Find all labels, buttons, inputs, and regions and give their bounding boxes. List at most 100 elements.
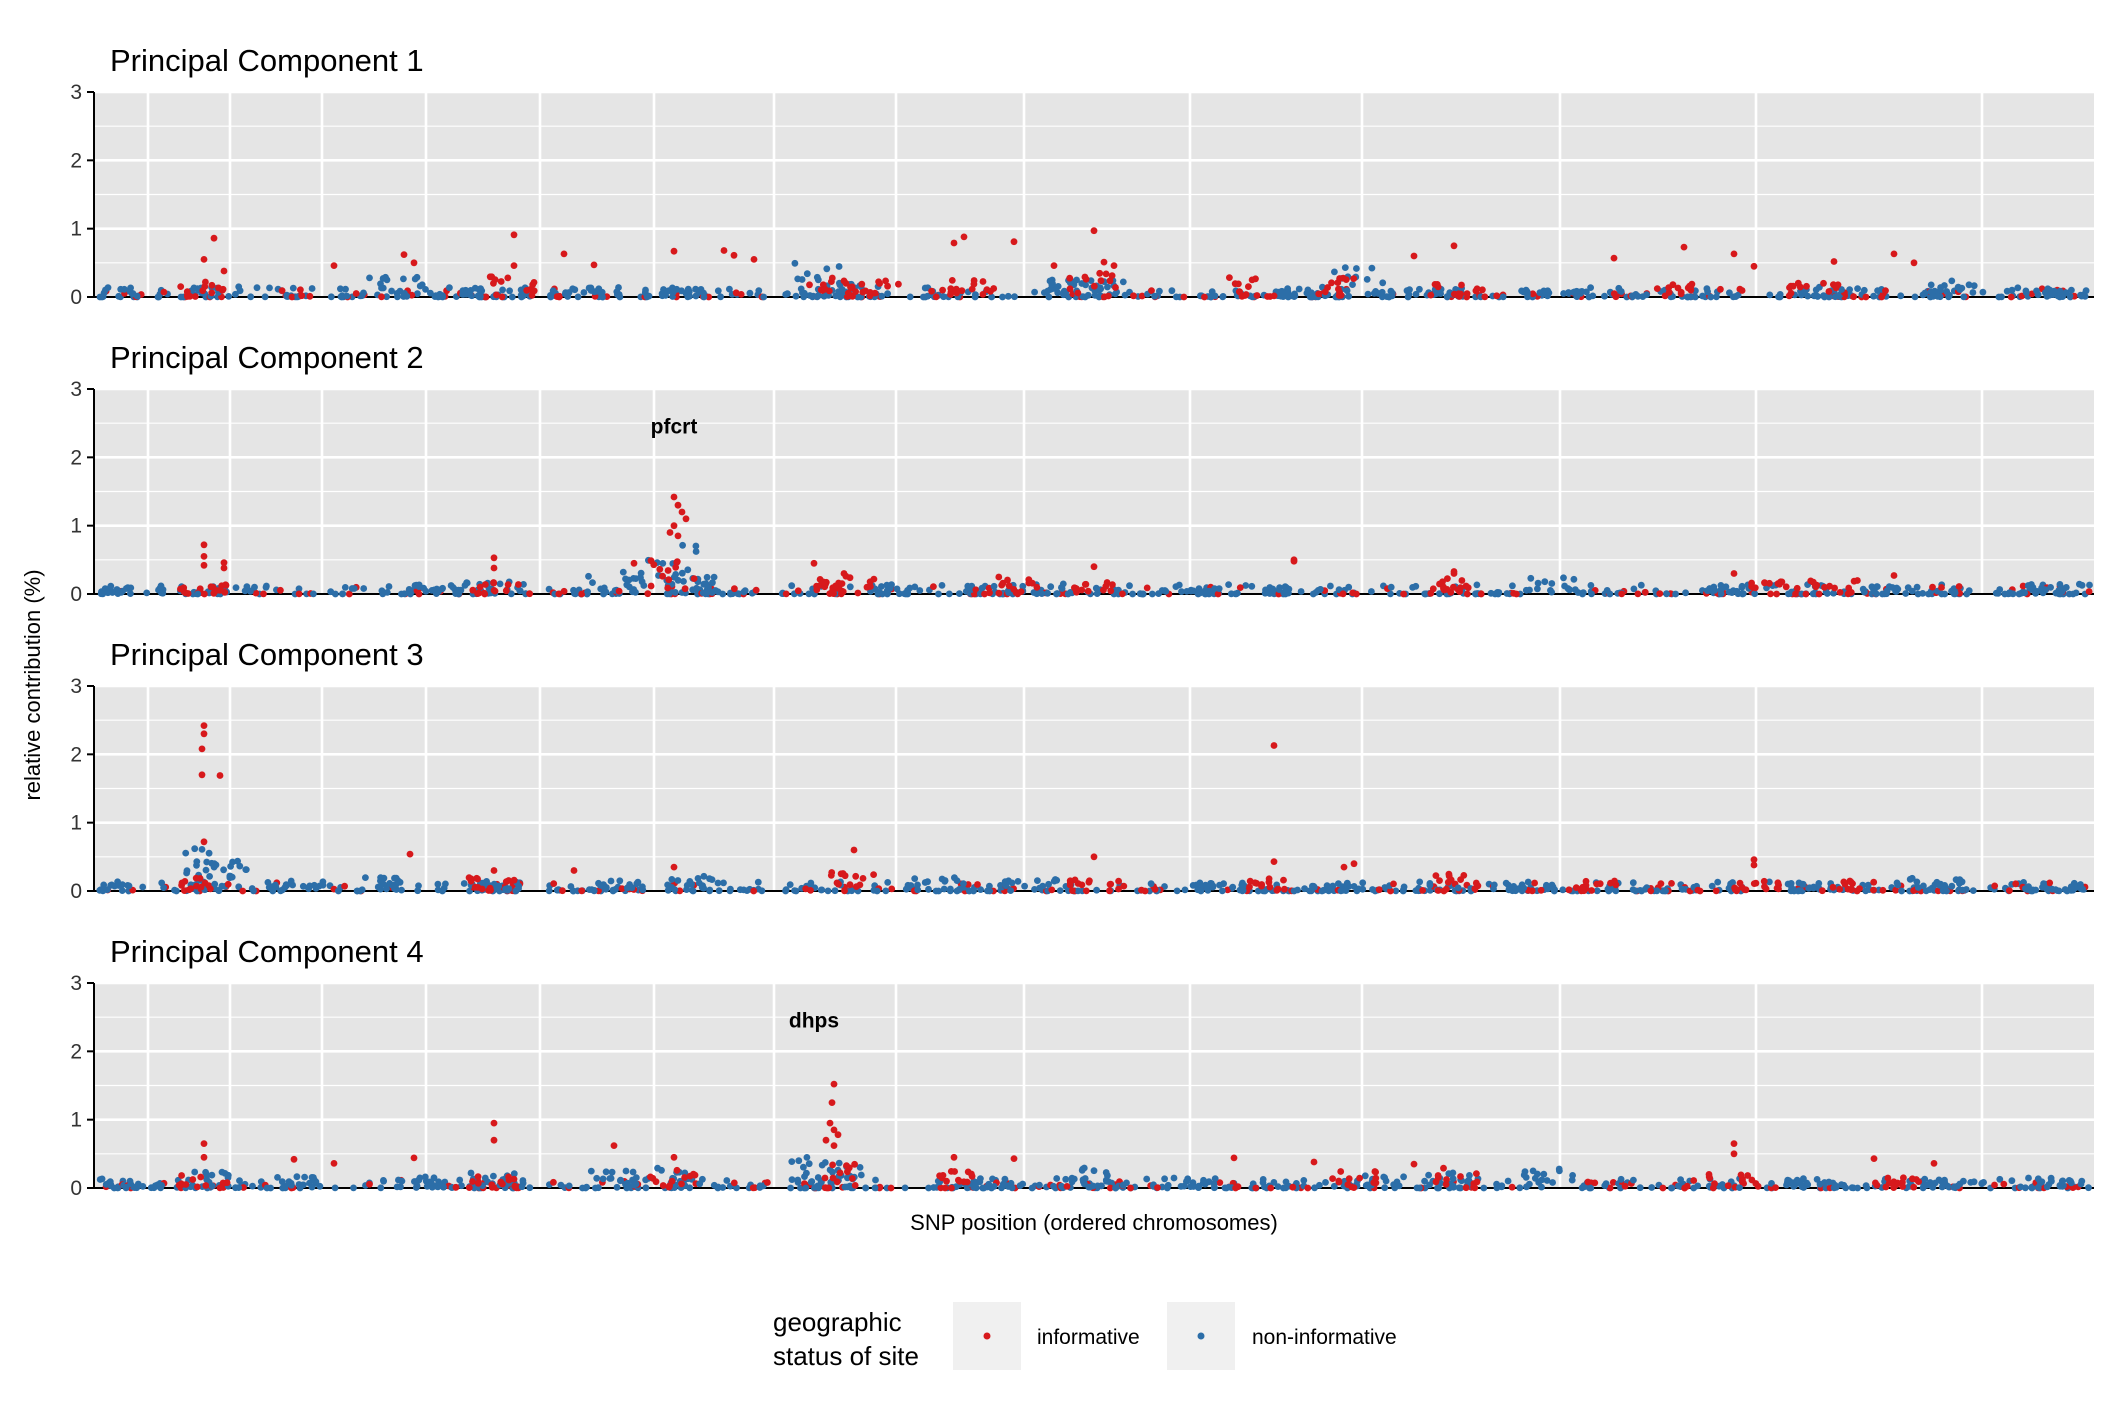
snp-informative xyxy=(1214,590,1222,598)
snp-informative xyxy=(1767,590,1774,598)
snp-non-informative xyxy=(803,1154,811,1161)
snp-non-informative xyxy=(734,590,742,598)
snp-informative xyxy=(1458,281,1465,289)
snp-non-informative xyxy=(924,878,931,886)
snp-informative xyxy=(1235,280,1242,288)
snp-informative xyxy=(1815,590,1823,598)
snp-non-informative xyxy=(1279,293,1287,300)
snp-informative xyxy=(794,587,802,595)
snp-non-informative xyxy=(846,583,854,591)
snp-non-informative xyxy=(405,588,413,596)
snp-non-informative xyxy=(1104,1178,1112,1185)
snp-non-informative xyxy=(1436,590,1443,598)
snp-informative xyxy=(189,1176,197,1183)
snp-informative xyxy=(1078,881,1086,889)
snp-informative xyxy=(1356,1174,1363,1182)
points xyxy=(96,722,2089,895)
snp-non-informative xyxy=(2082,287,2090,295)
snp-non-informative xyxy=(1056,887,1064,894)
snp-informative xyxy=(1350,1184,1358,1191)
snp-non-informative xyxy=(1178,588,1185,595)
snp-non-informative xyxy=(115,292,123,300)
snp-non-informative xyxy=(689,586,697,594)
snp-informative xyxy=(210,234,218,242)
snp-informative xyxy=(823,1184,831,1192)
snp-informative xyxy=(1442,1181,1450,1188)
snp-informative xyxy=(1803,282,1810,290)
snp-informative xyxy=(2085,588,2093,595)
snp-non-informative xyxy=(1465,1176,1473,1184)
snp-informative xyxy=(198,745,206,753)
snp-informative xyxy=(366,1180,373,1188)
snp-non-informative xyxy=(2027,887,2035,895)
snp-informative xyxy=(1180,293,1188,301)
snp-informative xyxy=(216,772,224,779)
snp-informative xyxy=(187,885,195,892)
snp-informative xyxy=(1084,587,1092,595)
snp-non-informative xyxy=(1524,878,1532,886)
snp-non-informative xyxy=(127,1180,135,1188)
snp-informative xyxy=(1847,589,1855,596)
snp-informative xyxy=(1782,583,1790,591)
snp-non-informative xyxy=(565,1182,573,1190)
snp-informative xyxy=(490,1119,498,1127)
snp-non-informative xyxy=(202,866,210,874)
snp-informative xyxy=(998,581,1006,589)
snp-informative xyxy=(670,522,678,530)
snp-non-informative xyxy=(416,282,424,290)
snp-informative xyxy=(1892,1181,1900,1189)
snp-non-informative xyxy=(629,588,636,596)
snp-informative xyxy=(1873,1181,1881,1189)
snp-non-informative xyxy=(856,1164,864,1171)
snp-informative xyxy=(199,287,207,295)
snp-non-informative xyxy=(583,1183,590,1191)
snp-informative xyxy=(1063,1183,1071,1190)
snp-non-informative xyxy=(619,568,627,576)
snp-non-informative xyxy=(953,877,961,884)
snp-informative xyxy=(341,882,348,890)
snp-non-informative xyxy=(584,588,591,596)
snp-non-informative xyxy=(1980,1179,1987,1186)
snp-non-informative xyxy=(794,1179,802,1186)
snp-non-informative xyxy=(203,1171,211,1179)
snp-informative xyxy=(345,590,353,598)
snp-non-informative xyxy=(139,1183,147,1190)
snp-informative xyxy=(666,1182,673,1190)
snp-informative xyxy=(830,1126,838,1134)
snp-non-informative xyxy=(1372,288,1379,295)
snp-informative xyxy=(1033,583,1041,591)
snp-non-informative xyxy=(526,1184,534,1192)
snp-informative xyxy=(1280,876,1287,884)
snp-informative xyxy=(406,850,414,858)
snp-non-informative xyxy=(2047,584,2054,591)
snp-non-informative xyxy=(597,585,605,593)
snp-non-informative xyxy=(1800,1184,1807,1191)
snp-non-informative xyxy=(1053,1175,1061,1182)
snp-non-informative xyxy=(1795,879,1803,887)
snp-informative xyxy=(1821,583,1828,591)
snp-non-informative xyxy=(1934,292,1941,300)
snp-non-informative xyxy=(1682,589,1689,597)
snp-non-informative xyxy=(1011,293,1018,301)
snp-non-informative xyxy=(1960,293,1968,301)
snp-non-informative xyxy=(1946,291,1953,299)
snp-non-informative xyxy=(1617,1175,1625,1183)
snp-non-informative xyxy=(719,590,727,598)
snp-informative xyxy=(476,583,484,591)
snp-non-informative xyxy=(193,861,200,869)
snp-informative xyxy=(730,1179,738,1187)
snp-non-informative xyxy=(760,293,768,301)
snp-informative xyxy=(1106,277,1114,285)
y-tick-label: 0 xyxy=(70,880,82,903)
snp-informative xyxy=(473,874,481,882)
snp-informative xyxy=(1102,582,1110,590)
points xyxy=(96,1080,2092,1192)
snp-informative xyxy=(2007,293,2015,301)
snp-non-informative xyxy=(1416,1184,1423,1192)
snp-informative xyxy=(1760,877,1768,885)
snp-informative xyxy=(974,881,981,888)
snp-non-informative xyxy=(461,582,469,589)
snp-informative xyxy=(968,1170,975,1178)
snp-informative xyxy=(415,590,423,598)
snp-informative xyxy=(876,280,883,287)
